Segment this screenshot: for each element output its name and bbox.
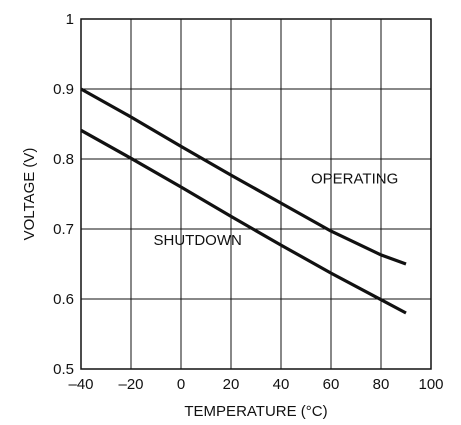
y-tick-label: 0.9 xyxy=(53,81,74,98)
x-tick-label: 40 xyxy=(273,376,290,393)
y-tick-label: 0.8 xyxy=(53,151,74,168)
y-tick-label: 0.5 xyxy=(53,361,74,378)
plot-frame xyxy=(80,18,432,370)
x-tick-label: 100 xyxy=(418,376,443,393)
y-tick-label: 0.7 xyxy=(53,221,74,238)
x-tick-labels: –40 –20 0 20 40 60 80 100 xyxy=(68,376,443,393)
y-tick-label: 1 xyxy=(66,11,74,28)
x-tick-label: 80 xyxy=(373,376,390,393)
x-tick-label: –40 xyxy=(68,376,93,393)
series-line-shutdown xyxy=(80,128,407,315)
x-tick-label: 0 xyxy=(177,376,185,393)
x-tick-label: –20 xyxy=(118,376,143,393)
series-labels: OPERATING SHUTDOWN xyxy=(154,171,399,250)
series-line-operating xyxy=(80,87,407,266)
x-axis-title: TEMPERATURE (°C) xyxy=(184,403,327,420)
y-axis-title: VOLTAGE (V) xyxy=(21,148,38,241)
data-series xyxy=(80,87,407,315)
series-label-operating: OPERATING xyxy=(311,171,398,188)
x-tick-label: 20 xyxy=(223,376,240,393)
y-tick-label: 0.6 xyxy=(53,291,74,308)
y-tick-labels: 0.5 0.6 0.7 0.8 0.9 1 xyxy=(53,11,74,378)
x-tick-label: 60 xyxy=(323,376,340,393)
series-label-shutdown: SHUTDOWN xyxy=(154,232,242,249)
grid-lines xyxy=(80,18,432,370)
